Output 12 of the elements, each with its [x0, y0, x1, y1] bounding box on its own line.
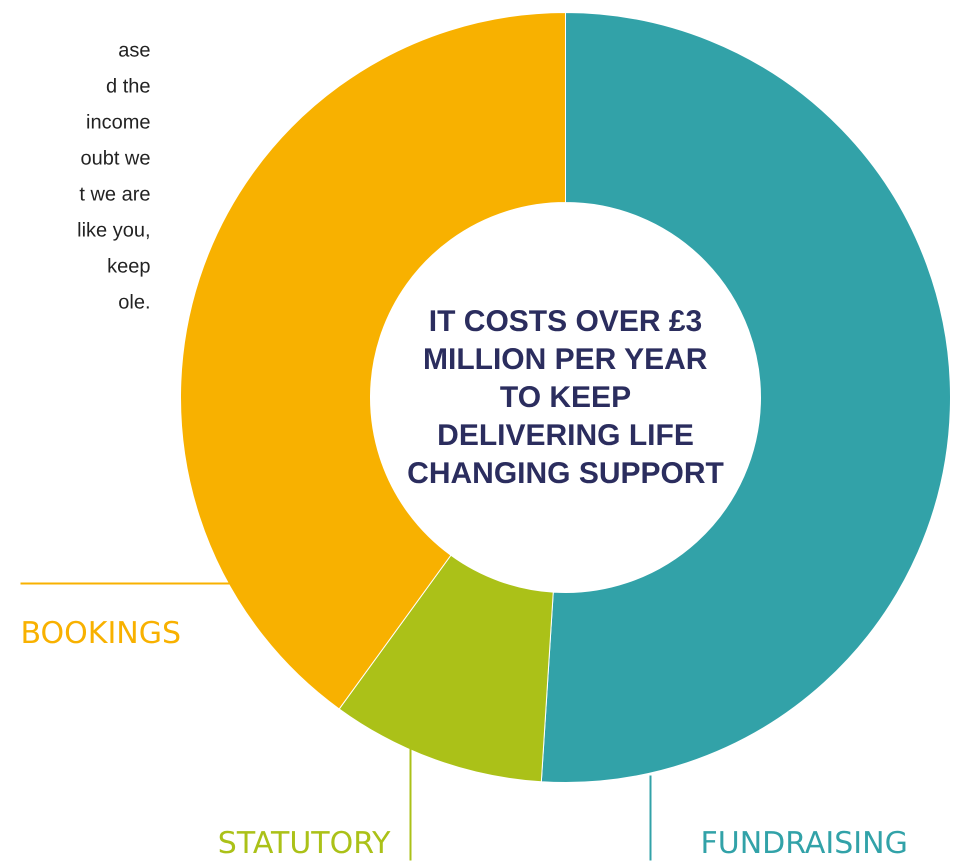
text: like you,	[77, 220, 151, 242]
text: t we are	[79, 184, 151, 206]
text: d the	[106, 76, 150, 98]
text: ase	[118, 40, 151, 62]
text: ole.	[118, 292, 151, 314]
text: keep	[107, 256, 151, 278]
text: income	[86, 112, 151, 134]
text: IT COSTS OVER £3 MILLION PER YEAR TO KEEP DELIVERING LIFE CHANGING SUPPORT	[407, 305, 724, 490]
text: oubt we	[80, 148, 151, 170]
slice-label: BOOKINGS	[20, 616, 182, 651]
slice-label: STATUTORY	[218, 826, 392, 861]
slice-label: FUNDRAISING	[700, 826, 908, 861]
